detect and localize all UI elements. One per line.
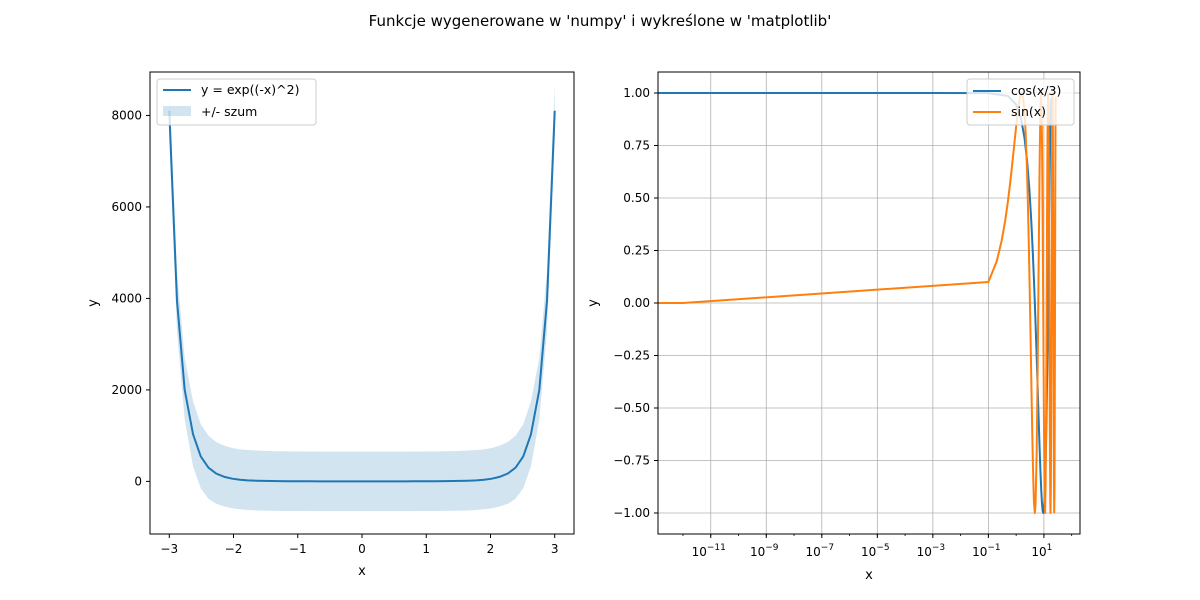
y-tick-label: −0.25 [613,349,650,363]
right-chart: 10−11 10−9 10−7 10−5 10−3 10−1 101 −1.00−0.75−… [586,71,1081,583]
y-tick-label: −0.50 [613,401,650,415]
y-tick-label: 8000 [111,108,142,122]
left-y-ticks: 0 2000 4000 6000 8000 [111,108,150,488]
x-tick-label: 10−11 [692,543,726,559]
left-chart: −3 −2 −1 0 1 2 3 0 2000 4000 6000 8000 x y y = exp… [86,71,575,579]
series-line-exp [168,110,556,483]
right-x-ticks: 10−11 10−9 10−7 10−5 10−3 10−1 101 [682,534,1073,559]
y-tick-label: 4000 [111,291,142,305]
figure-title: Funkcje wygenerowane w 'numpy' i wykreśl… [369,12,832,30]
x-tick-label: 10−3 [917,543,946,559]
x-tick-label: 10−1 [972,543,1001,559]
x-tick-label: 10−7 [806,543,835,559]
right-y-axis-label: y [586,299,601,307]
left-legend-label-band: +/- szum [201,104,257,119]
left-legend: y = exp((-x)^2) +/- szum [156,78,317,126]
y-tick-label: 0 [134,474,142,488]
left-legend-band-swatch [163,106,191,116]
x-tick-label: 101 [1031,543,1052,559]
x-tick-label: −1 [289,542,307,556]
x-tick-label: −2 [225,542,243,556]
left-x-axis-label: x [358,564,366,579]
left-y-axis-label: y [86,299,101,307]
left-legend-box [156,78,317,126]
right-legend-label-cos: cos(x/3) [1011,83,1061,98]
y-tick-label: 2000 [111,383,142,397]
y-tick-label: 0.00 [623,296,650,310]
y-tick-label: 1.00 [623,86,650,100]
y-tick-label: 0.50 [623,191,650,205]
right-y-ticks: −1.00 −0.75 −0.50 −0.25 0.00 0.25 0.50 0.75 1.00 [613,86,658,520]
x-tick-label: 10−5 [861,543,890,559]
x-tick-label: 1 [422,542,430,556]
left-legend-label-line: y = exp((-x)^2) [201,82,299,97]
left-series-layer [168,110,556,483]
y-tick-label: 6000 [111,200,142,214]
right-x-axis-label: x [865,568,873,583]
y-tick-label: 0.25 [623,244,650,258]
y-tick-label: 0.75 [623,139,650,153]
x-tick-label: 0 [358,542,366,556]
right-grid [658,72,1080,534]
x-tick-label: 2 [487,542,495,556]
y-tick-label: −1.00 [613,506,650,520]
x-tick-label: −3 [160,542,178,556]
left-x-ticks: −3 −2 −1 0 1 2 3 [160,534,559,556]
x-tick-label: 3 [551,542,559,556]
right-legend: cos(x/3) sin(x) [966,78,1075,126]
right-legend-label-sin: sin(x) [1011,104,1046,119]
y-tick-label: −0.75 [613,454,650,468]
x-tick-label: 10−9 [750,543,779,559]
